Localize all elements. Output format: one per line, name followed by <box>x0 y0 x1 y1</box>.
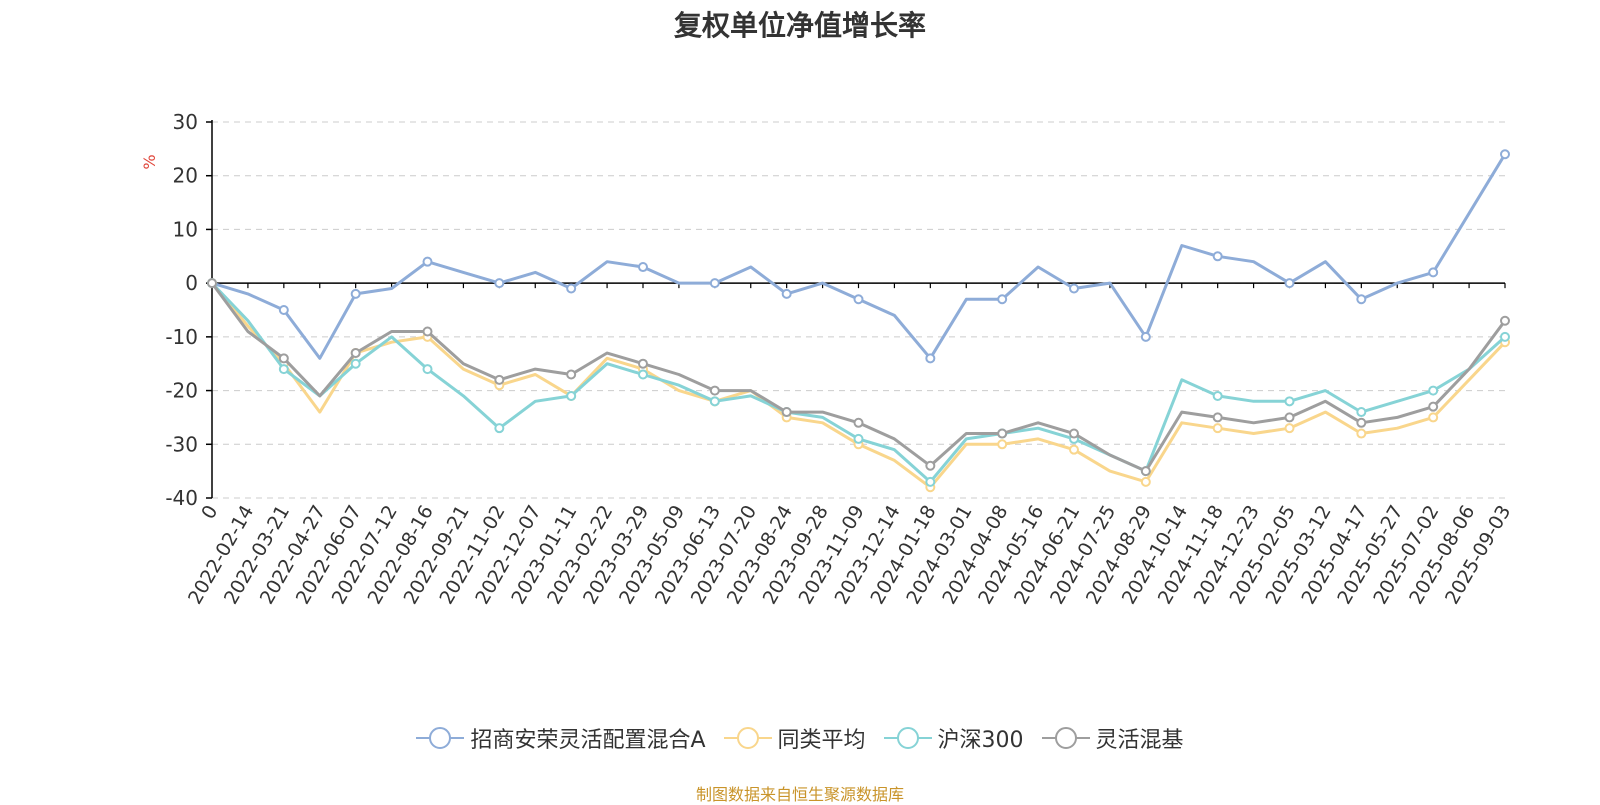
data-point <box>925 476 936 487</box>
y-axis-label: % <box>140 154 159 169</box>
legend-item[interactable]: 同类平均 <box>723 722 866 754</box>
data-point <box>1212 412 1223 423</box>
legend-label: 灵活混基 <box>1095 728 1184 753</box>
data-point <box>638 358 648 369</box>
y-tick-label: 30 <box>173 110 198 134</box>
y-tick-label: -10 <box>165 325 198 349</box>
legend: 招商安荣灵活配置混合A 同类平均 沪深300 灵活混基 <box>0 722 1600 754</box>
x-tick-label: 0 <box>197 502 222 523</box>
data-point <box>1284 423 1295 434</box>
data-point <box>997 294 1008 305</box>
data-point <box>853 294 864 305</box>
legend-item[interactable]: 招商安荣灵活配置混合A <box>416 722 706 754</box>
y-tick-label: -40 <box>165 486 198 510</box>
data-point <box>1284 278 1295 289</box>
data-point <box>278 364 289 375</box>
data-point <box>1428 412 1439 423</box>
data-point <box>350 288 361 299</box>
data-point <box>422 256 433 267</box>
data-point <box>278 305 289 315</box>
data-point <box>422 326 433 337</box>
data-point <box>1069 283 1079 294</box>
data-point <box>1140 466 1151 477</box>
series-lines <box>207 149 1510 493</box>
data-point <box>422 364 433 375</box>
data-point <box>1284 396 1295 407</box>
data-point <box>781 407 792 418</box>
data-point <box>278 353 289 364</box>
data-point <box>1284 412 1295 423</box>
data-point <box>1212 390 1223 401</box>
data-point <box>709 396 720 407</box>
source-note: 制图数据来自恒生聚源数据库 <box>695 785 904 804</box>
data-point <box>709 385 720 396</box>
data-point <box>997 428 1008 439</box>
legend-item[interactable]: 沪深300 <box>883 722 1024 754</box>
data-point <box>781 288 792 299</box>
data-point <box>1356 417 1367 428</box>
data-point <box>1356 428 1367 439</box>
data-point <box>1356 407 1367 418</box>
data-point <box>350 358 361 369</box>
data-point <box>1428 267 1439 278</box>
legend-label: 同类平均 <box>777 728 866 753</box>
data-point <box>566 390 577 401</box>
y-axis: 30 20 10 0 -10 -20 -30 -40 <box>165 110 213 510</box>
data-point <box>1500 315 1510 326</box>
data-point <box>1428 401 1439 412</box>
data-point <box>1140 476 1151 487</box>
data-point <box>1212 251 1223 262</box>
legend-label: 沪深300 <box>937 728 1024 753</box>
legend-marker <box>1041 725 1090 751</box>
y-tick-label: 20 <box>173 164 198 188</box>
legend-item[interactable]: 灵活混基 <box>1041 722 1184 754</box>
y-tick-label: -30 <box>165 432 198 456</box>
series-line <box>210 282 1507 484</box>
series-line <box>211 153 1507 360</box>
x-axis: 02022-02-142022-03-212022-04-272022-06-0… <box>184 282 1515 608</box>
data-point <box>207 278 217 289</box>
data-point <box>1212 423 1223 434</box>
chart-title: 复权单位净值增长率 <box>673 9 926 42</box>
data-point <box>853 433 864 444</box>
legend-marker <box>883 725 932 751</box>
data-point <box>494 423 505 434</box>
data-point <box>709 278 720 289</box>
series-line <box>210 282 1507 489</box>
data-point <box>925 353 936 364</box>
y-tick-label: 10 <box>173 217 198 241</box>
data-point <box>1140 331 1151 342</box>
data-point <box>566 283 577 294</box>
data-point <box>1356 294 1367 305</box>
data-point <box>494 374 505 385</box>
data-point <box>638 262 648 273</box>
legend-marker <box>723 725 772 751</box>
y-tick-label: 0 <box>185 271 198 295</box>
data-point <box>1500 331 1510 342</box>
data-point <box>853 417 864 428</box>
data-point <box>494 278 505 289</box>
data-point <box>997 439 1008 450</box>
data-point <box>1069 428 1079 439</box>
legend-marker <box>416 725 465 751</box>
data-point <box>566 369 577 380</box>
data-point <box>1428 385 1439 396</box>
data-point <box>1069 444 1079 455</box>
y-tick-label: -20 <box>165 379 198 403</box>
data-point <box>350 347 361 358</box>
legend-label: 招商安荣灵活配置混合A <box>470 728 706 753</box>
data-point <box>638 369 648 380</box>
data-point <box>925 460 936 471</box>
data-point <box>1500 149 1510 160</box>
